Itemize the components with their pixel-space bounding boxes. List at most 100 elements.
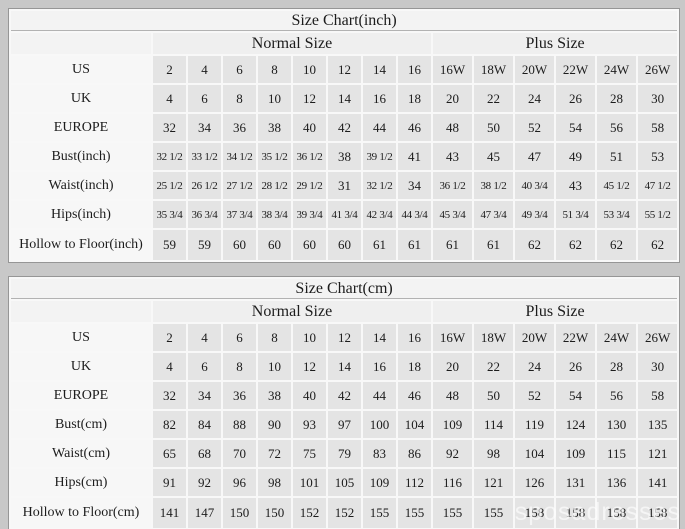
table-row: US 2 4 6 8 10 12 14 16 16W 18W 20W 22W 24W 26W bbox=[11, 324, 678, 351]
size-value-cell: 43 bbox=[556, 172, 595, 199]
row-label: Bust(cm) bbox=[11, 411, 151, 438]
size-value-cell: 16W bbox=[433, 324, 472, 351]
size-value-cell: 158 bbox=[638, 498, 678, 528]
size-value-cell: 60 bbox=[258, 230, 291, 260]
size-value-cell: 72 bbox=[258, 440, 291, 467]
table-title-row: Size Chart(cm) bbox=[11, 279, 678, 299]
size-value-cell: 62 bbox=[638, 230, 678, 260]
row-label: US bbox=[11, 56, 151, 83]
size-value-cell: 4 bbox=[153, 85, 186, 112]
size-value-cell: 42 3/4 bbox=[363, 201, 396, 228]
size-value-cell: 48 bbox=[433, 114, 472, 141]
size-value-cell: 25 1/2 bbox=[153, 172, 186, 199]
size-value-cell: 34 bbox=[398, 172, 431, 199]
size-value-cell: 51 bbox=[597, 143, 636, 170]
size-value-cell: 28 bbox=[597, 353, 636, 380]
size-value-cell: 36 bbox=[223, 114, 256, 141]
size-value-cell: 44 3/4 bbox=[398, 201, 431, 228]
size-value-cell: 18 bbox=[398, 85, 431, 112]
size-value-cell: 135 bbox=[638, 411, 678, 438]
size-value-cell: 35 1/2 bbox=[258, 143, 291, 170]
size-value-cell: 28 bbox=[597, 85, 636, 112]
row-label: Waist(inch) bbox=[11, 172, 151, 199]
size-value-cell: 26W bbox=[638, 324, 678, 351]
size-value-cell: 16 bbox=[363, 353, 396, 380]
size-value-cell: 62 bbox=[515, 230, 554, 260]
size-value-cell: 59 bbox=[153, 230, 186, 260]
size-value-cell: 150 bbox=[223, 498, 256, 528]
size-value-cell: 70 bbox=[223, 440, 256, 467]
size-value-cell: 34 bbox=[188, 114, 221, 141]
size-value-cell: 16W bbox=[433, 56, 472, 83]
size-value-cell: 155 bbox=[433, 498, 472, 528]
size-value-cell: 58 bbox=[638, 382, 678, 409]
size-value-cell: 14 bbox=[328, 353, 361, 380]
size-value-cell: 158 bbox=[556, 498, 595, 528]
size-value-cell: 14 bbox=[363, 56, 396, 83]
size-value-cell: 24 bbox=[515, 85, 554, 112]
size-value-cell: 56 bbox=[597, 114, 636, 141]
size-value-cell: 20W bbox=[515, 56, 554, 83]
size-value-cell: 36 1/2 bbox=[433, 172, 472, 199]
corner-cell bbox=[11, 33, 151, 54]
size-value-cell: 29 1/2 bbox=[293, 172, 326, 199]
size-value-cell: 126 bbox=[515, 469, 554, 496]
size-value-cell: 109 bbox=[363, 469, 396, 496]
size-value-cell: 4 bbox=[188, 56, 221, 83]
table-row: Hips(cm) 91 92 96 98 101 105 109 112 116 121 126 131… bbox=[11, 469, 678, 496]
size-value-cell: 104 bbox=[515, 440, 554, 467]
size-value-cell: 79 bbox=[328, 440, 361, 467]
size-value-cell: 38 3/4 bbox=[258, 201, 291, 228]
size-value-cell: 42 bbox=[328, 382, 361, 409]
row-label: Hips(inch) bbox=[11, 201, 151, 228]
table-row: UK 4 6 8 10 12 14 16 18 20 22 24 26 28 30 bbox=[11, 353, 678, 380]
table-row: Waist(cm) 65 68 70 72 75 79 83 86 92 98 104 109 115 12… bbox=[11, 440, 678, 467]
size-value-cell: 28 1/2 bbox=[258, 172, 291, 199]
size-value-cell: 54 bbox=[556, 382, 595, 409]
size-value-cell: 62 bbox=[597, 230, 636, 260]
size-value-cell: 32 bbox=[153, 382, 186, 409]
size-value-cell: 14 bbox=[363, 324, 396, 351]
size-value-cell: 8 bbox=[258, 324, 291, 351]
size-value-cell: 52 bbox=[515, 114, 554, 141]
column-group-row: Normal Size Plus Size bbox=[11, 301, 678, 322]
size-value-cell: 97 bbox=[328, 411, 361, 438]
size-value-cell: 141 bbox=[153, 498, 186, 528]
size-value-cell: 34 1/2 bbox=[223, 143, 256, 170]
size-value-cell: 109 bbox=[433, 411, 472, 438]
size-value-cell: 22 bbox=[474, 85, 513, 112]
size-value-cell: 26 bbox=[556, 85, 595, 112]
row-label: Waist(cm) bbox=[11, 440, 151, 467]
size-value-cell: 26 1/2 bbox=[188, 172, 221, 199]
size-value-cell: 90 bbox=[258, 411, 291, 438]
size-value-cell: 50 bbox=[474, 382, 513, 409]
size-value-cell: 6 bbox=[223, 324, 256, 351]
size-value-cell: 59 bbox=[188, 230, 221, 260]
size-value-cell: 24W bbox=[597, 56, 636, 83]
size-value-cell: 2 bbox=[153, 324, 186, 351]
size-value-cell: 27 1/2 bbox=[223, 172, 256, 199]
size-value-cell: 8 bbox=[223, 85, 256, 112]
table-row: US 2 4 6 8 10 12 14 16 16W 18W 20W 22W 24W 26W bbox=[11, 56, 678, 83]
size-value-cell: 26W bbox=[638, 56, 678, 83]
size-value-cell: 20 bbox=[433, 353, 472, 380]
size-value-cell: 96 bbox=[223, 469, 256, 496]
size-value-cell: 18W bbox=[474, 324, 513, 351]
size-value-cell: 100 bbox=[363, 411, 396, 438]
size-value-cell: 37 3/4 bbox=[223, 201, 256, 228]
size-value-cell: 30 bbox=[638, 353, 678, 380]
table-row: Bust(inch) 32 1/2 33 1/2 34 1/2 35 1/2 36 1/2… bbox=[11, 143, 678, 170]
column-group-label: Normal Size bbox=[153, 33, 431, 54]
size-value-cell: 152 bbox=[293, 498, 326, 528]
size-value-cell: 92 bbox=[188, 469, 221, 496]
table-row: Hollow to Floor(inch) 59 59 60 60 60 60 61 61 61 6… bbox=[11, 230, 678, 260]
size-value-cell: 8 bbox=[223, 353, 256, 380]
size-value-cell: 42 bbox=[328, 114, 361, 141]
size-value-cell: 91 bbox=[153, 469, 186, 496]
size-value-cell: 32 1/2 bbox=[363, 172, 396, 199]
size-value-cell: 36 3/4 bbox=[188, 201, 221, 228]
size-value-cell: 39 1/2 bbox=[363, 143, 396, 170]
table-row: EUROPE 32 34 36 38 40 42 44 46 48 50 52 54 56 58 bbox=[11, 114, 678, 141]
size-value-cell: 48 bbox=[433, 382, 472, 409]
